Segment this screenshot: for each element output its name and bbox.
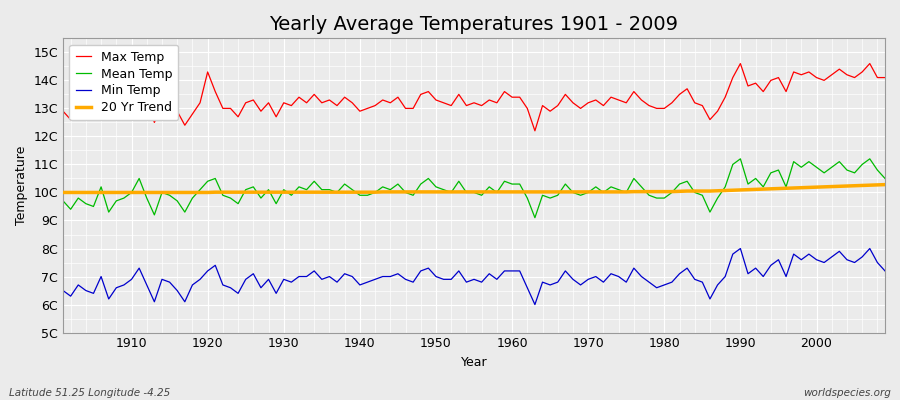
Line: Mean Temp: Mean Temp <box>63 159 885 218</box>
Min Temp <box>58 288 68 293</box>
Min Temp <box>735 246 746 251</box>
Mean Temp <box>119 196 130 200</box>
Line: Min Temp: Min Temp <box>63 248 885 304</box>
Min Temp <box>119 282 130 287</box>
20 Yr Trend <box>119 190 130 195</box>
20 Yr Trend <box>58 190 68 195</box>
20 Yr Trend <box>500 190 510 194</box>
Text: worldspecies.org: worldspecies.org <box>803 388 891 398</box>
Min Temp <box>500 268 510 273</box>
Line: Max Temp: Max Temp <box>63 64 885 131</box>
Max Temp <box>606 95 616 100</box>
Title: Yearly Average Temperatures 1901 - 2009: Yearly Average Temperatures 1901 - 2009 <box>269 15 679 34</box>
Mean Temp <box>879 176 890 181</box>
Y-axis label: Temperature: Temperature <box>15 146 28 225</box>
Text: Latitude 51.25 Longitude -4.25: Latitude 51.25 Longitude -4.25 <box>9 388 170 398</box>
Mean Temp <box>606 184 616 189</box>
Mean Temp <box>500 179 510 184</box>
Min Temp <box>879 268 890 273</box>
Max Temp <box>500 89 510 94</box>
Min Temp <box>286 280 297 284</box>
Max Temp <box>879 75 890 80</box>
Max Temp <box>507 95 517 100</box>
Legend: Max Temp, Mean Temp, Min Temp, 20 Yr Trend: Max Temp, Mean Temp, Min Temp, 20 Yr Tre… <box>69 44 178 120</box>
Max Temp <box>331 103 342 108</box>
Max Temp <box>119 106 130 111</box>
Min Temp <box>529 302 540 307</box>
Line: 20 Yr Trend: 20 Yr Trend <box>63 185 885 192</box>
X-axis label: Year: Year <box>461 356 487 369</box>
Mean Temp <box>529 215 540 220</box>
Max Temp <box>286 103 297 108</box>
20 Yr Trend <box>507 190 517 194</box>
20 Yr Trend <box>598 190 608 194</box>
Mean Temp <box>286 193 297 198</box>
Mean Temp <box>507 182 517 186</box>
Max Temp <box>529 128 540 133</box>
Max Temp <box>58 109 68 114</box>
Min Temp <box>331 280 342 284</box>
20 Yr Trend <box>331 190 342 194</box>
Mean Temp <box>735 156 746 161</box>
Mean Temp <box>58 198 68 203</box>
20 Yr Trend <box>286 190 297 194</box>
20 Yr Trend <box>879 182 890 187</box>
Mean Temp <box>331 190 342 195</box>
Max Temp <box>735 61 746 66</box>
Min Temp <box>606 271 616 276</box>
Min Temp <box>507 268 517 273</box>
